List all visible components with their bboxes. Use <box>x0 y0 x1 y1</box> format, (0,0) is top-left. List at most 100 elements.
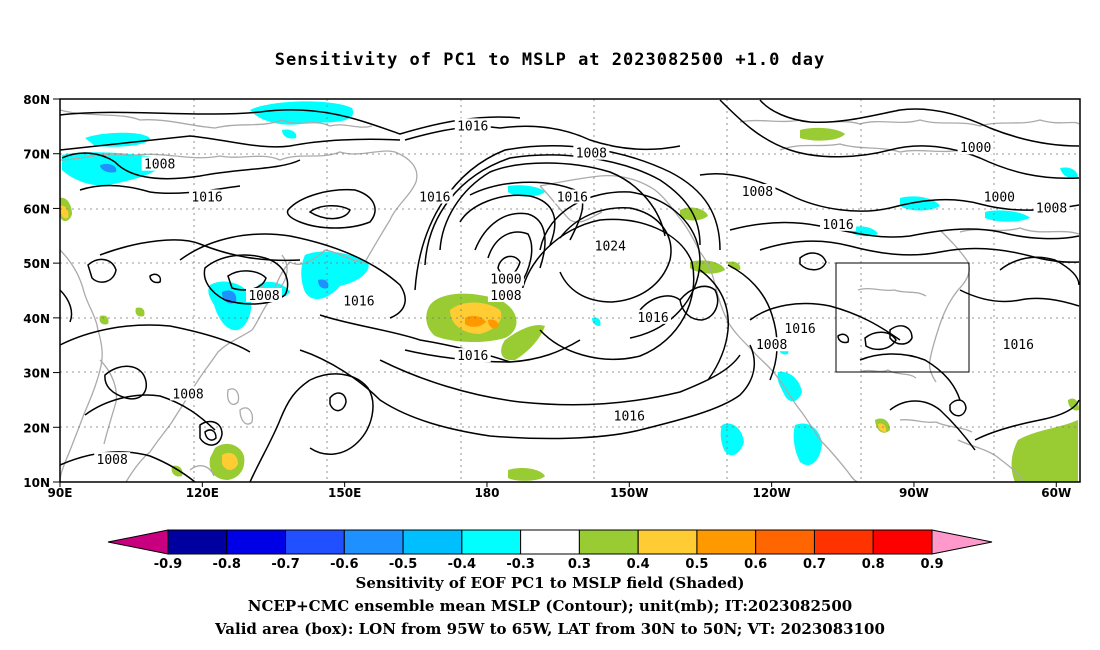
lon-label: 90W <box>899 486 929 500</box>
contour-label: 1008 <box>172 387 203 402</box>
colorbar-label: -0.4 <box>448 557 476 572</box>
map-border <box>59 98 1081 483</box>
colorbar-label: 0.4 <box>627 557 650 572</box>
contour-label: 1008 <box>576 147 607 162</box>
contour-label: 1024 <box>595 240 626 255</box>
caption-contour: NCEP+CMC ensemble mean MSLP (Contour); u… <box>247 597 853 615</box>
longitude-labels: 90E 120E 150E 180 150W 120W 90W 60W <box>48 482 1071 500</box>
shade-blue-patch <box>100 163 117 173</box>
contour-label: 1016 <box>784 322 815 337</box>
colorbar-label: 0.6 <box>744 557 767 572</box>
contour-label: 1000 <box>984 190 1015 205</box>
lat-label: 50N <box>23 257 50 271</box>
shade-cyan-patch <box>1060 167 1078 179</box>
shade-cyan-patch <box>793 423 822 466</box>
colorbar-label: 0.3 <box>568 557 591 572</box>
contour-label: 1016 <box>457 119 488 134</box>
shade-green-patch <box>680 207 708 221</box>
contour-label: 1016 <box>637 311 668 326</box>
shade-green-patch <box>728 261 741 270</box>
colorbar-swatch <box>167 529 228 555</box>
lat-label: 80N <box>23 93 50 107</box>
contour-label: 1016 <box>1003 338 1034 353</box>
shade-green-patch <box>135 307 145 317</box>
colorbar-label: 0.9 <box>920 557 943 572</box>
shade-green-patch <box>800 127 845 141</box>
valid-area-box <box>835 262 970 373</box>
shade-green-patch <box>508 468 545 481</box>
lon-label: 150E <box>328 486 361 500</box>
contour-label: 1008 <box>97 453 128 468</box>
lon-label: 120W <box>752 486 790 500</box>
contour-label-bg <box>141 156 178 171</box>
grid-lines <box>60 99 1080 482</box>
contour-label-bg <box>554 189 591 204</box>
lon-label: 150W <box>610 486 648 500</box>
colorbar-swatch <box>402 529 463 555</box>
colorbar-label: 0.7 <box>803 557 826 572</box>
colorbar-swatch <box>461 529 522 555</box>
contour-label: 1008 <box>742 185 773 200</box>
contour-label-bg <box>340 293 377 308</box>
mslp-contours <box>59 99 1080 483</box>
plot-title: Sensitivity of PC1 to MSLP at 2023082500… <box>274 50 826 70</box>
colorbar-swatch <box>520 529 580 555</box>
colorbar-label: -0.6 <box>330 557 358 572</box>
shade-cyan-patch <box>985 210 1030 222</box>
contour-label-bg <box>1033 200 1070 215</box>
colorbar-swatch <box>637 529 698 555</box>
contour-label-bg <box>573 145 610 160</box>
contour-label-bg <box>820 216 857 231</box>
colorbar-swatch <box>813 529 874 555</box>
contour-label: 1008 <box>144 158 175 173</box>
colorbar-label: -0.9 <box>154 557 182 572</box>
lat-label: 10N <box>23 476 50 490</box>
lon-label: 180 <box>474 486 499 500</box>
colorbar-label: 0.5 <box>685 557 708 572</box>
colorbar-swatch <box>226 529 287 555</box>
contour-label: 1008 <box>756 338 787 353</box>
latitude-labels: 80N 70N 60N 50N 40N 30N 20N 10N <box>23 93 60 490</box>
contour-label-bg <box>957 140 994 155</box>
contour-label-bg <box>592 238 629 253</box>
shade-yellow-patch <box>878 423 887 432</box>
contour-label-bg <box>189 189 226 204</box>
lon-label: 90E <box>48 486 73 500</box>
shade-cyan-patch <box>85 132 150 147</box>
colorbar-swatch <box>285 529 345 555</box>
colorbar-label: -0.3 <box>506 557 534 572</box>
contour-label: 1016 <box>557 190 588 205</box>
colorbar-swatch <box>872 529 933 555</box>
coastlines <box>59 109 1080 483</box>
contour-label: 1016 <box>419 190 450 205</box>
colorbar-label: 0.8 <box>862 557 885 572</box>
contour-label-bg <box>246 287 282 302</box>
contour-label: 1016 <box>191 190 222 205</box>
contour-label-bg <box>611 408 648 423</box>
colorbar: -0.9 -0.8 -0.7 -0.6 -0.5 -0.4 -0.3 0.3 0.4 0.5 0.6… <box>107 529 993 572</box>
shade-green-patch <box>1011 420 1078 482</box>
colorbar-swatch <box>578 529 639 555</box>
colorbar-label: -0.8 <box>213 557 241 572</box>
colorbar-swatch <box>343 529 404 555</box>
colorbar-min-arrow <box>107 529 169 555</box>
contour-label: 1000 <box>490 273 521 288</box>
colorbar-swatch <box>755 529 815 555</box>
shade-cyan-patch <box>282 129 297 139</box>
caption-valid-area: Valid area (box): LON from 95W to 65W, L… <box>215 620 885 638</box>
contour-label-bg <box>416 189 453 204</box>
contour-label-bg <box>981 189 1018 204</box>
lat-label: 70N <box>23 148 50 162</box>
lon-label: 120E <box>186 486 219 500</box>
contour-label-bg <box>782 320 819 335</box>
contour-label: 1008 <box>1036 201 1067 216</box>
contour-label: 1008 <box>248 289 279 304</box>
lat-label: 30N <box>23 367 50 381</box>
caption-shading: Sensitivity of EOF PC1 to MSLP field (Sh… <box>355 574 745 592</box>
shade-orange-patch <box>465 315 486 327</box>
contour-label: 1016 <box>343 294 374 309</box>
contour-label-bg <box>454 118 491 133</box>
contour-label-bg <box>487 287 524 302</box>
shade-cyan-patch <box>720 423 744 456</box>
